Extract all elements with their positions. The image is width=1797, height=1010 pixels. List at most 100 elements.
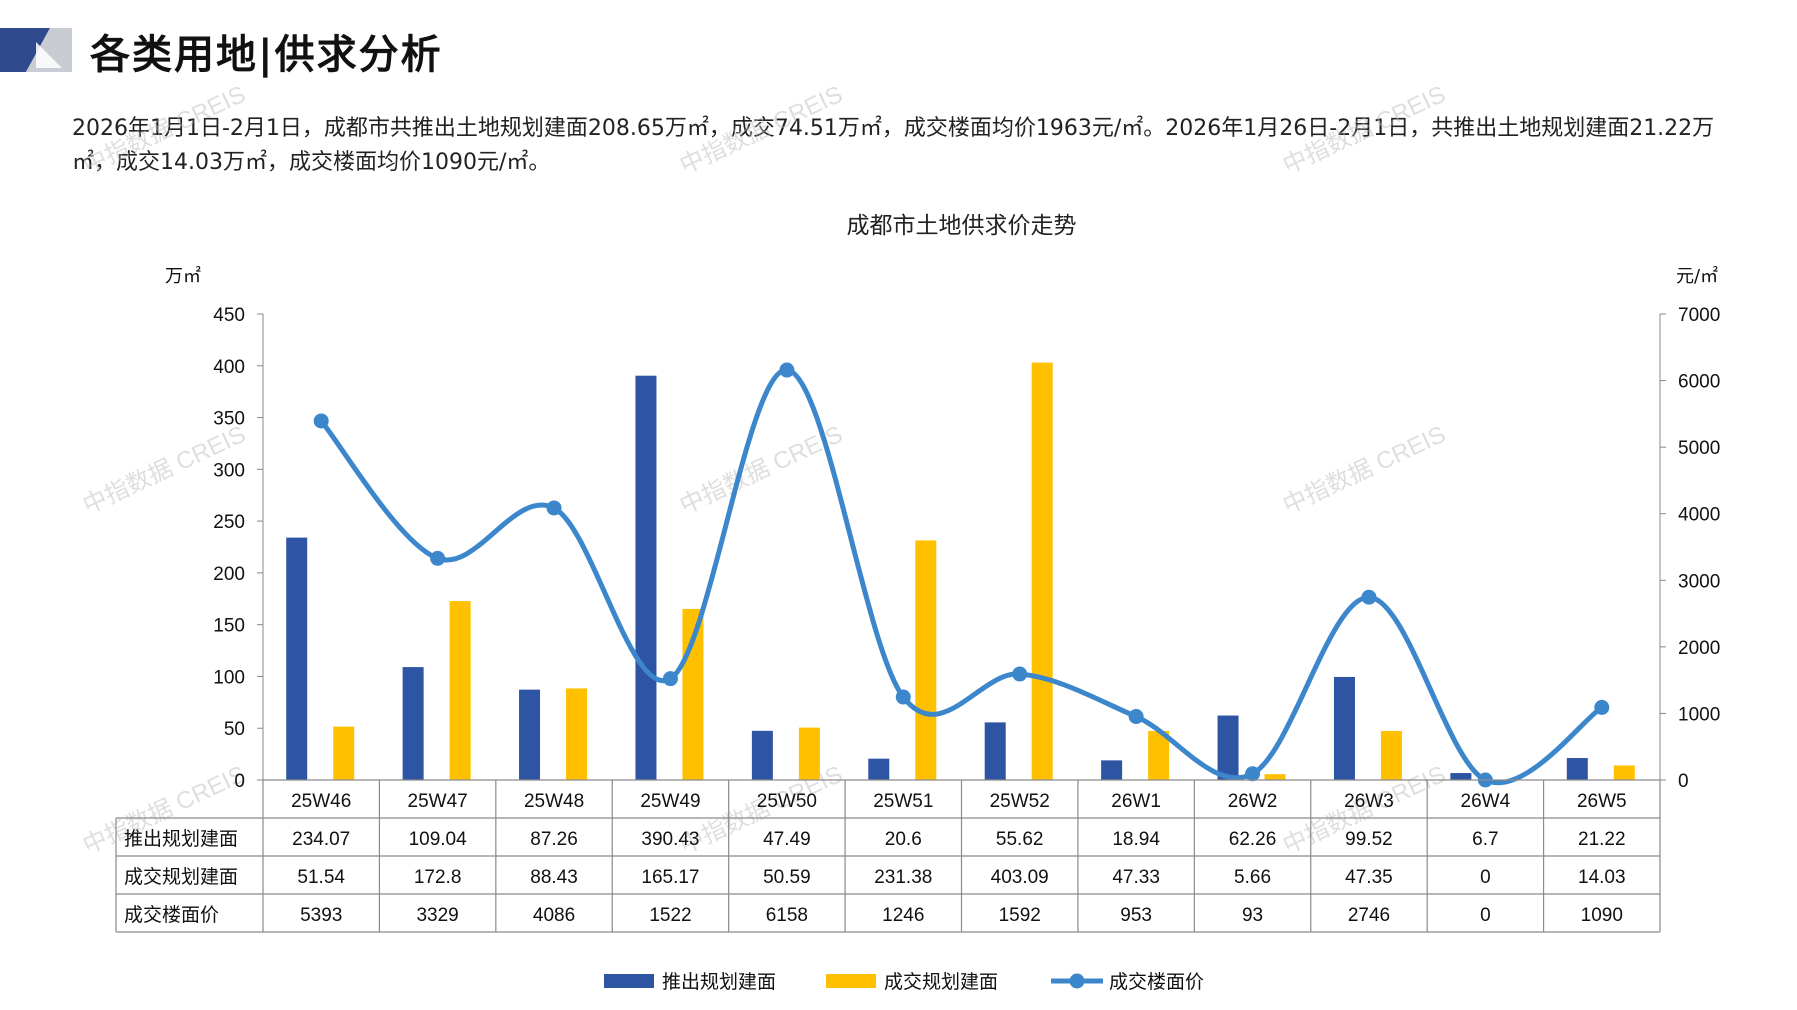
table-cell: 953 xyxy=(1120,905,1152,926)
table-cell: 14.03 xyxy=(1578,867,1626,888)
bar-supply xyxy=(1101,760,1123,780)
bar-supply xyxy=(868,758,890,780)
category-label: 26W5 xyxy=(1577,791,1627,812)
left-tick-label: 0 xyxy=(234,771,245,792)
table-cell: 1090 xyxy=(1581,905,1623,926)
left-tick-label: 250 xyxy=(213,512,245,533)
right-tick-label: 6000 xyxy=(1678,372,1720,393)
bar-deal xyxy=(333,726,355,780)
bar-deal xyxy=(1031,362,1053,780)
bar-supply xyxy=(635,375,657,780)
bar-supply xyxy=(1450,773,1472,780)
price-line xyxy=(319,367,1604,786)
table-cell: 93 xyxy=(1242,905,1263,926)
table-cell: 21.22 xyxy=(1578,829,1626,850)
bar-deal xyxy=(1380,730,1402,780)
table-cell: 87.26 xyxy=(530,829,578,850)
table-cell: 2746 xyxy=(1348,905,1390,926)
table-row-label: 成交楼面价 xyxy=(124,904,219,926)
bar-supply xyxy=(1566,758,1588,780)
left-tick-label: 100 xyxy=(213,667,245,688)
table-cell: 231.38 xyxy=(874,867,932,888)
price-point xyxy=(546,500,562,516)
price-point xyxy=(430,550,446,566)
header-logo xyxy=(0,28,72,72)
price-point xyxy=(313,413,329,429)
price-point xyxy=(1245,766,1261,782)
left-tick-label: 450 xyxy=(213,305,245,326)
bar-deal xyxy=(1613,765,1635,780)
table-cell: 234.07 xyxy=(292,829,350,850)
category-label: 26W2 xyxy=(1228,791,1278,812)
right-tick-label: 7000 xyxy=(1678,305,1720,326)
category-label: 26W4 xyxy=(1461,791,1511,812)
left-tick-label: 350 xyxy=(213,409,245,430)
category-label: 25W48 xyxy=(524,791,584,812)
bar-supply xyxy=(519,689,541,780)
category-label: 25W47 xyxy=(408,791,468,812)
table-cell: 99.52 xyxy=(1345,829,1393,850)
table-cell: 1246 xyxy=(882,905,924,926)
bar-deal xyxy=(566,688,588,780)
bar-supply xyxy=(402,667,424,780)
bar-deal xyxy=(1264,774,1286,780)
price-point xyxy=(895,689,911,705)
table-cell: 62.26 xyxy=(1229,829,1277,850)
bar-supply xyxy=(1333,676,1355,780)
bar-deal xyxy=(798,727,820,780)
category-label: 25W46 xyxy=(291,791,351,812)
table-cell: 5.66 xyxy=(1234,867,1271,888)
table-cell: 6.7 xyxy=(1472,829,1498,850)
table-cell: 3329 xyxy=(416,905,458,926)
price-point xyxy=(1594,699,1610,715)
legend-label: 推出规划建面 xyxy=(662,971,776,993)
right-tick-label: 5000 xyxy=(1678,438,1720,459)
logo-dark-shape xyxy=(0,28,50,72)
right-tick-label: 4000 xyxy=(1678,505,1720,526)
table-cell: 51.54 xyxy=(297,867,345,888)
bar-deal xyxy=(449,601,471,780)
table-cell: 390.43 xyxy=(641,829,699,850)
category-label: 25W52 xyxy=(990,791,1050,812)
legend-label: 成交规划建面 xyxy=(884,971,998,993)
left-tick-label: 300 xyxy=(213,460,245,481)
category-label: 25W49 xyxy=(640,791,700,812)
table-cell: 18.94 xyxy=(1112,829,1160,850)
table-cell: 47.35 xyxy=(1345,867,1393,888)
left-tick-label: 50 xyxy=(224,719,245,740)
left-tick-label: 150 xyxy=(213,616,245,637)
right-tick-label: 3000 xyxy=(1678,571,1720,592)
price-point xyxy=(662,671,678,687)
table-cell: 172.8 xyxy=(414,867,462,888)
bar-deal xyxy=(915,540,937,780)
table-cell: 0 xyxy=(1480,905,1491,926)
table-cell: 4086 xyxy=(533,905,575,926)
legend-key xyxy=(604,974,654,988)
table-cell: 403.09 xyxy=(991,867,1049,888)
summary-text: 2026年1月1日-2月1日，成都市共推出土地规划建面208.65万㎡，成交74… xyxy=(72,116,1715,175)
page-title: 各类用地|供求分析 xyxy=(90,32,443,78)
left-tick-label: 200 xyxy=(213,564,245,585)
bar-deal xyxy=(1148,730,1170,780)
left-axis-unit: 万㎡ xyxy=(165,265,201,287)
price-point xyxy=(1128,709,1144,725)
category-label: 26W1 xyxy=(1111,791,1161,812)
price-point xyxy=(1012,666,1028,682)
table-cell: 1522 xyxy=(649,905,691,926)
table-cell: 165.17 xyxy=(641,867,699,888)
category-label: 25W51 xyxy=(873,791,933,812)
legend-label: 成交楼面价 xyxy=(1109,971,1204,993)
table-row-label: 推出规划建面 xyxy=(124,828,238,850)
chart-title: 成都市土地供求价走势 xyxy=(847,213,1077,239)
bar-supply xyxy=(984,722,1006,780)
table-row-label: 成交规划建面 xyxy=(124,866,238,888)
price-point xyxy=(1361,589,1377,605)
table-cell: 47.33 xyxy=(1112,867,1160,888)
right-tick-label: 0 xyxy=(1678,771,1689,792)
table-cell: 1592 xyxy=(999,905,1041,926)
category-label: 26W3 xyxy=(1344,791,1394,812)
table-cell: 20.6 xyxy=(885,829,922,850)
table-cell: 109.04 xyxy=(409,829,468,850)
right-axis-unit: 元/㎡ xyxy=(1676,265,1718,287)
